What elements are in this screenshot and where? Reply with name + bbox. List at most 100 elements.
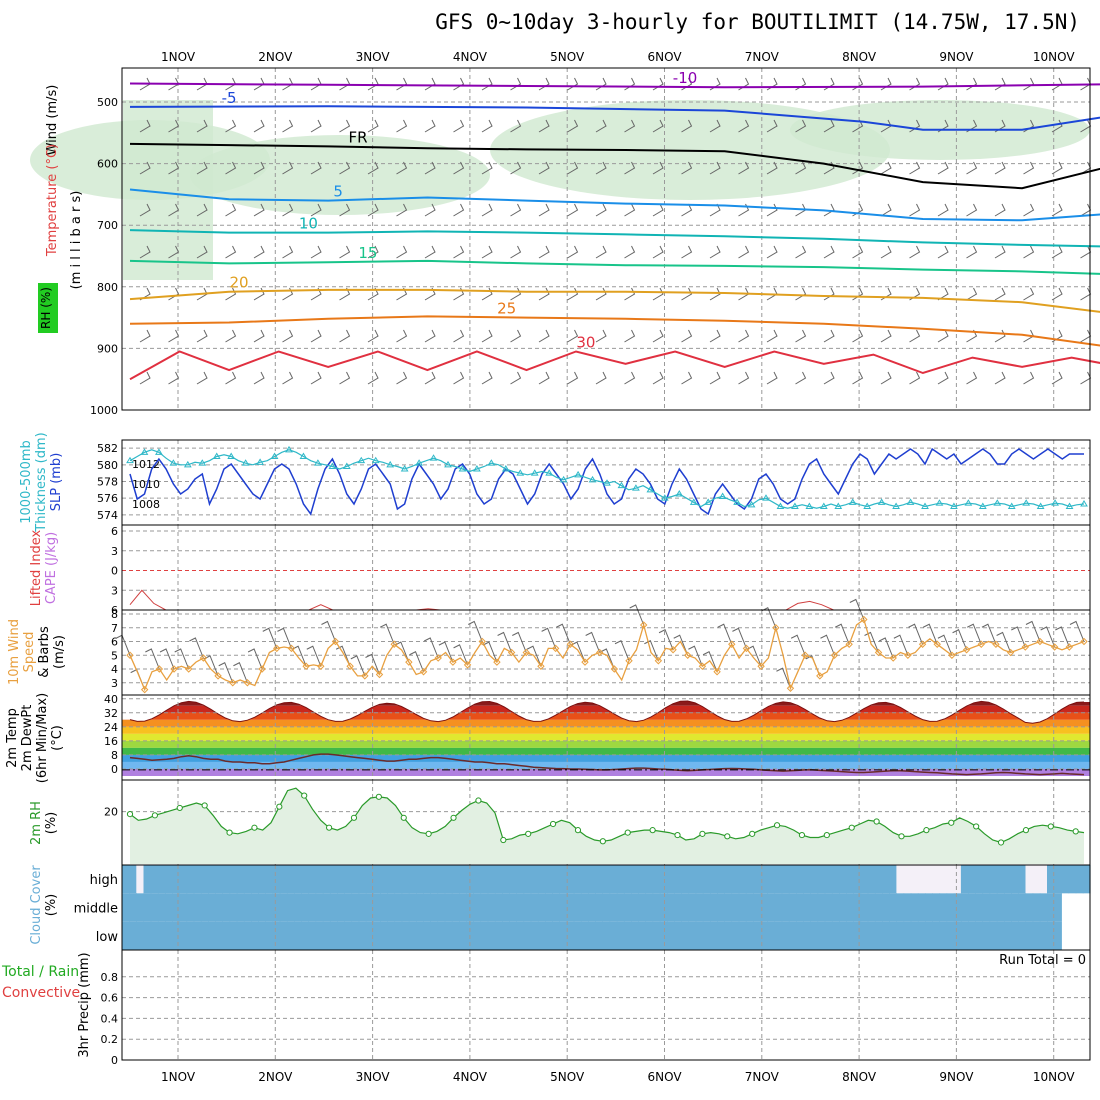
cloud-cell-high xyxy=(322,865,331,894)
cloud-cell-high xyxy=(193,865,202,894)
thickness-tick-label: 574 xyxy=(97,509,118,522)
cloud-cell-middle xyxy=(896,893,905,922)
cloud-cell-high xyxy=(889,865,897,894)
cloud-cell-low xyxy=(480,921,489,950)
wind-barb xyxy=(823,203,835,217)
wind-speed-marker xyxy=(375,670,384,679)
cloud-cell-low xyxy=(502,921,510,950)
cloud-cell-low xyxy=(573,921,582,950)
cloud-cell-low xyxy=(652,921,661,950)
thickness-marker xyxy=(848,498,857,505)
cloud-cell-low xyxy=(1025,921,1034,950)
cloud-cell-middle xyxy=(580,893,589,922)
date-label-bottom: 8NOV xyxy=(842,1070,877,1084)
cloud-cell-high xyxy=(150,865,159,894)
cloud-cell-high xyxy=(1018,865,1027,894)
cloud-cell-high xyxy=(1011,865,1019,894)
cloud-cell-middle xyxy=(738,893,747,922)
temp-color-band xyxy=(122,754,1090,762)
wind-speed-marker xyxy=(199,654,208,662)
wind-barb xyxy=(823,371,835,385)
cloud-cell-high xyxy=(380,865,388,894)
cloud-cell-high xyxy=(136,865,145,894)
wind-barb xyxy=(823,287,835,301)
cloud-cell-low xyxy=(717,921,725,950)
wind-barb xyxy=(595,245,607,259)
wind-barb xyxy=(481,161,493,175)
cloud-cell-high xyxy=(1032,865,1041,894)
wind-barb-10m xyxy=(526,645,542,667)
cloud-cell-middle xyxy=(186,893,195,922)
cloud-cell-middle xyxy=(143,893,152,922)
wind-barb xyxy=(766,119,778,133)
cloud-cell-low xyxy=(946,921,955,950)
cloud-cell-middle xyxy=(824,893,833,922)
wind-barb xyxy=(168,245,180,259)
wind-speed-marker xyxy=(698,662,707,670)
thickness-marker xyxy=(762,494,770,501)
thickness-marker xyxy=(689,498,698,505)
wind-barb-10m xyxy=(585,631,601,653)
wind-barb xyxy=(709,119,721,133)
cloud-cell-middle xyxy=(272,893,281,922)
wind-barb xyxy=(339,371,351,385)
wind-barb xyxy=(994,77,1006,91)
cloud-cell-middle xyxy=(373,893,381,922)
wind-barb xyxy=(966,287,978,301)
cloud-cell-middle xyxy=(308,893,317,922)
thickness-marker xyxy=(342,462,351,469)
date-label-top: 8NOV xyxy=(842,50,877,64)
wind-barb xyxy=(1051,245,1063,259)
cloud-cell-high xyxy=(251,865,259,894)
thickness-marker xyxy=(805,502,814,509)
wind-barb xyxy=(538,245,550,259)
wind-barb-10m xyxy=(159,648,175,670)
cloud-cell-low xyxy=(136,921,145,950)
upper-tick-label: 700 xyxy=(97,219,118,232)
cloud-cell-high xyxy=(839,865,847,894)
wind-barb xyxy=(595,203,607,217)
thickness-marker xyxy=(400,465,409,472)
wind-barb xyxy=(766,245,778,259)
wind-barb xyxy=(1051,119,1063,133)
wind-barb-10m xyxy=(702,651,718,672)
wind-barb xyxy=(852,329,864,343)
wind-barb xyxy=(852,287,864,301)
cloud-cell-middle xyxy=(179,893,188,922)
cloud-cell-low xyxy=(430,921,439,950)
wind-barb xyxy=(595,119,607,133)
cloud-cell-middle xyxy=(753,893,761,922)
wind-barb xyxy=(595,77,607,91)
precip-frame xyxy=(121,949,1091,1061)
cloud-cell-high xyxy=(1039,865,1048,894)
wind-speed-marker xyxy=(728,640,736,648)
cloud-cell-low xyxy=(473,921,482,950)
wind-barb xyxy=(1023,119,1035,133)
thickness-marker xyxy=(155,448,163,455)
wind-barb xyxy=(880,329,892,343)
cloud-cell-middle xyxy=(172,893,180,922)
isotherm-label: 10 xyxy=(299,215,318,233)
cloud-cell-high xyxy=(731,865,740,894)
li-tick-label: 6 xyxy=(111,604,118,617)
temp-color-band xyxy=(122,768,1090,776)
wind-barb xyxy=(567,119,579,133)
wind-barb-10m xyxy=(189,637,204,659)
cloud-cell-middle xyxy=(996,893,1005,922)
date-label-bottom: 5NOV xyxy=(550,1070,585,1084)
wind-barb-10m xyxy=(644,640,659,661)
cloud-cell-low xyxy=(444,921,453,950)
cloud-cell-high xyxy=(451,865,460,894)
cloud-cell-high xyxy=(516,865,525,894)
wind-barb xyxy=(396,119,408,133)
wind-barb xyxy=(681,371,693,385)
upper-tick-label: 800 xyxy=(97,281,118,294)
cloud-cell-middle xyxy=(437,893,446,922)
cloud-cell-low xyxy=(129,921,137,950)
wind-speed-marker xyxy=(992,640,1000,648)
wind-barb xyxy=(852,77,864,91)
thickness-marker xyxy=(357,456,366,464)
wind-barb xyxy=(681,161,693,175)
cloud-cell-low xyxy=(982,921,991,950)
wind-barb xyxy=(937,77,949,91)
